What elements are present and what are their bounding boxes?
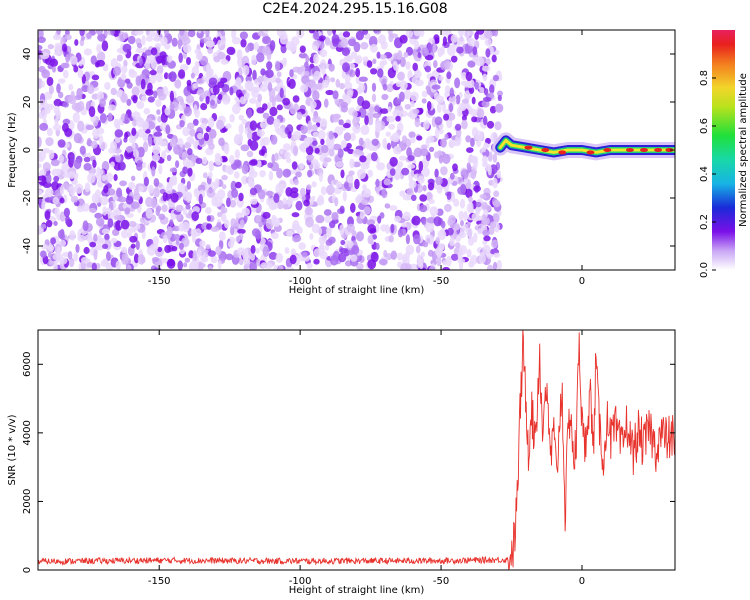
x-tick-label: -150 [148, 276, 171, 287]
page-title: C2E4.2024.295.15.16.G08 [262, 1, 448, 17]
y-axis-label: SNR (10 * v/v) [7, 414, 18, 485]
signal-peak [541, 148, 550, 152]
signal-peak [625, 148, 634, 152]
snr-frame [37, 329, 676, 571]
signal-peak [654, 148, 663, 152]
x-tick-label: -100 [289, 276, 312, 287]
y-tick-label: 2000 [22, 489, 33, 514]
x-tick-label: 0 [579, 576, 585, 587]
y-tick-label: -20 [22, 190, 33, 206]
signal-peak [524, 145, 533, 150]
y-tick-label: 0 [22, 147, 33, 153]
colorbar-label: Normalized spectral amplitude [738, 73, 749, 227]
signal-peak [665, 148, 674, 152]
colorbar-tick-label: 0.2 [699, 214, 710, 230]
y-tick-label: 20 [22, 96, 33, 109]
colorbar-tick-label: 0.4 [699, 166, 710, 182]
x-axis-label: Height of straight line (km) [289, 585, 425, 596]
x-tick-label: 0 [579, 276, 585, 287]
x-tick-label: -100 [289, 576, 312, 587]
y-axis-label: Frequency (Hz) [7, 112, 18, 188]
colorbar-tick-label: 0.0 [699, 262, 710, 278]
y-tick-label: 4000 [22, 420, 33, 445]
x-tick-label: -150 [148, 576, 171, 587]
signal-peak [558, 150, 567, 155]
snr-series-line [38, 330, 675, 570]
x-tick-label: -50 [433, 576, 449, 587]
y-tick-label: -40 [22, 238, 33, 254]
signal-trace [492, 132, 675, 161]
y-tick-label: 40 [22, 48, 33, 61]
y-tick-label: 0 [22, 567, 33, 573]
signal-peak [639, 148, 648, 152]
x-axis-label: Height of straight line (km) [289, 285, 425, 296]
y-tick-label: 6000 [22, 352, 33, 377]
colorbar-tick-label: 0.6 [699, 118, 710, 134]
noise-speckle-region [38, 30, 504, 270]
signal-peak [586, 150, 595, 155]
colorbar [712, 30, 735, 270]
x-tick-label: -50 [433, 276, 449, 287]
colorbar-tick-label: 0.8 [699, 70, 710, 86]
signal-peak [603, 148, 612, 152]
